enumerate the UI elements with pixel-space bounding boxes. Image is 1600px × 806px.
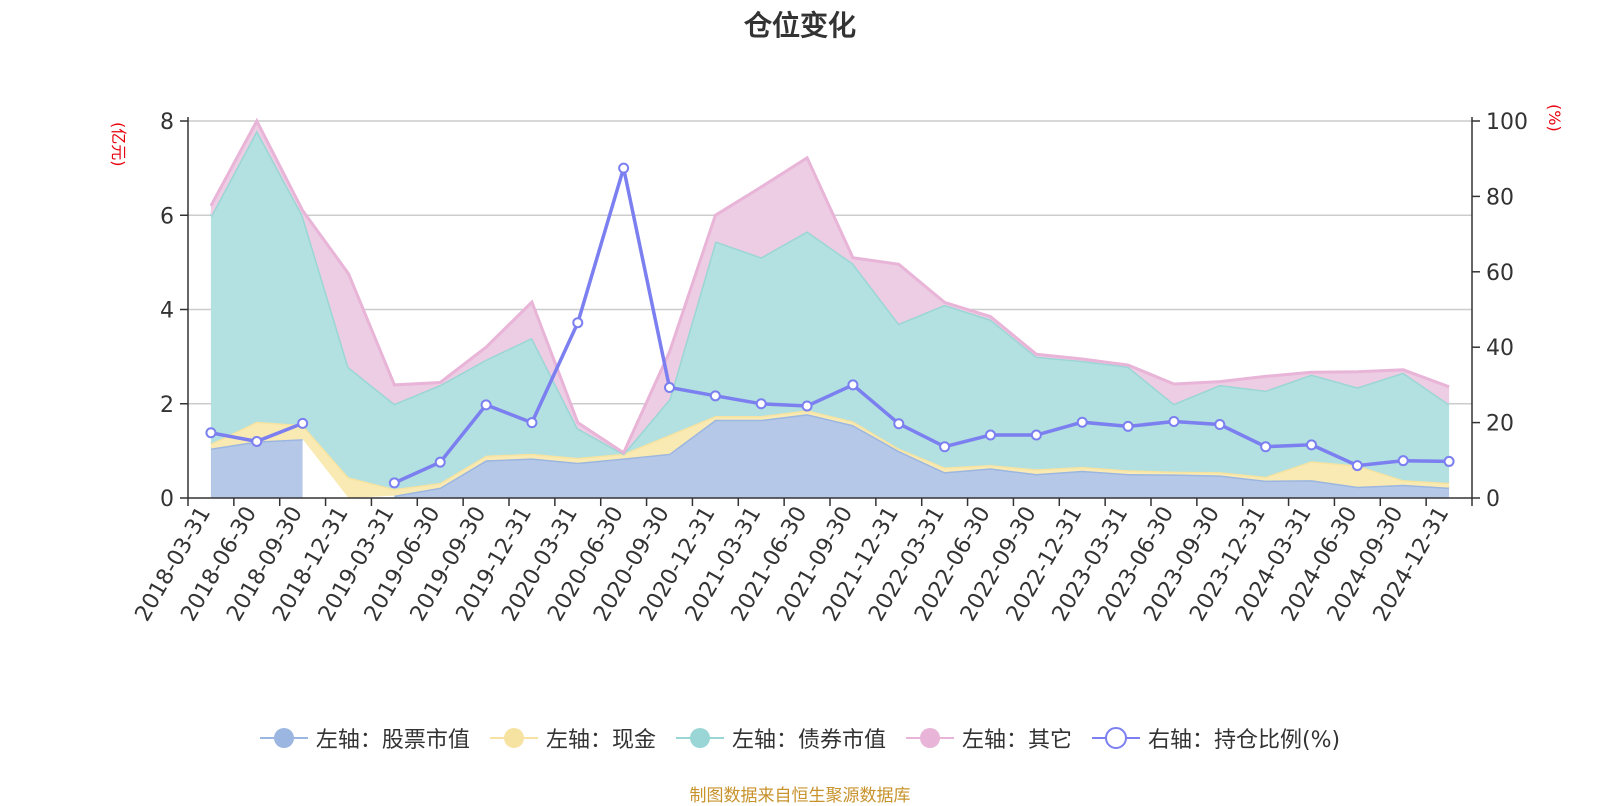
ratio-point xyxy=(205,427,217,439)
ratio-line-series xyxy=(205,162,1455,489)
area-edge xyxy=(209,117,1450,456)
ratio-point xyxy=(893,418,905,430)
ratio-point xyxy=(526,417,538,429)
chart-title: 仓位变化 xyxy=(743,9,856,42)
legend-other-icon xyxy=(905,728,954,748)
area-edge xyxy=(209,127,1450,456)
right-axis-tick-label: 20 xyxy=(1486,412,1514,437)
left-axis-unit: (亿元) xyxy=(109,122,128,167)
ratio-point xyxy=(1030,429,1042,441)
ratio-point xyxy=(1214,418,1226,430)
ratio-point xyxy=(434,456,446,468)
right-axis-tick-label: 80 xyxy=(1486,185,1514,210)
stacked-areas xyxy=(209,117,1450,498)
ratio-point xyxy=(297,417,309,429)
left-axis-tick-label: 8 xyxy=(160,110,174,135)
legend-cash-label: 左轴：现金 xyxy=(545,728,656,753)
legend-stock-icon xyxy=(259,728,308,748)
legend-other-label: 左轴：其它 xyxy=(961,728,1072,753)
ratio-point xyxy=(847,379,859,391)
ratio-point xyxy=(1443,455,1455,467)
ratio-point xyxy=(1076,416,1088,428)
legend-cash-icon xyxy=(489,728,538,748)
ratio-line xyxy=(393,167,1450,485)
ratio-point xyxy=(1351,460,1363,472)
left-axis-tick-label: 4 xyxy=(160,299,174,324)
legend-item-cash[interactable]: 左轴：现金 xyxy=(489,722,656,754)
left-axis-tick-label: 0 xyxy=(160,487,174,512)
legend-ratio-label: 右轴：持仓比例(%) xyxy=(1147,728,1341,753)
ratio-point xyxy=(1397,455,1409,467)
ratio-point xyxy=(618,162,630,174)
source-note: 制图数据来自恒生聚源数据库 xyxy=(689,786,911,806)
right-axis-tick-label: 0 xyxy=(1486,487,1500,512)
ratio-point xyxy=(251,435,263,447)
ratio-point xyxy=(1306,439,1317,451)
left-axis-tick-label: 2 xyxy=(160,393,174,418)
legend-item-stock[interactable]: 左轴：股票市值 xyxy=(259,722,470,754)
ratio-point xyxy=(1168,415,1180,427)
legend-bond-icon xyxy=(675,728,724,748)
ratio-point xyxy=(1260,441,1272,453)
legend-stock-label: 左轴：股票市值 xyxy=(315,728,470,753)
legend-item-other[interactable]: 左轴：其它 xyxy=(905,722,1072,754)
ratio-point xyxy=(480,399,492,411)
right-axis-tick-label: 60 xyxy=(1486,261,1514,286)
left-axis-tick-label: 6 xyxy=(160,204,174,229)
right-axis-unit: (%) xyxy=(1545,104,1564,132)
ratio-point xyxy=(801,400,813,412)
ratio-point xyxy=(388,477,400,489)
right-axis-tick-label: 40 xyxy=(1486,336,1514,361)
area-fill xyxy=(394,414,1450,498)
ratio-point xyxy=(985,429,996,441)
ratio-point xyxy=(572,317,584,329)
ratio-point xyxy=(709,390,721,402)
area-fill xyxy=(210,130,1450,489)
legend-item-ratio[interactable]: 右轴：持仓比例(%) xyxy=(1091,722,1341,754)
legend-item-bond[interactable]: 左轴：债券市值 xyxy=(675,722,886,754)
legend: 左轴：股票市值 左轴：现金 左轴：债券市值 左轴：其它 右轴：持仓比例(%) xyxy=(0,722,1600,754)
ratio-point xyxy=(1122,420,1134,432)
area-fill xyxy=(210,439,303,498)
ratio-point xyxy=(664,382,675,394)
legend-bond-label: 左轴：债券市值 xyxy=(731,728,886,753)
legend-ratio-icon xyxy=(1091,727,1140,749)
ratio-point xyxy=(755,398,767,410)
ratio-point xyxy=(939,441,951,453)
right-axis-tick-label: 100 xyxy=(1486,110,1528,135)
